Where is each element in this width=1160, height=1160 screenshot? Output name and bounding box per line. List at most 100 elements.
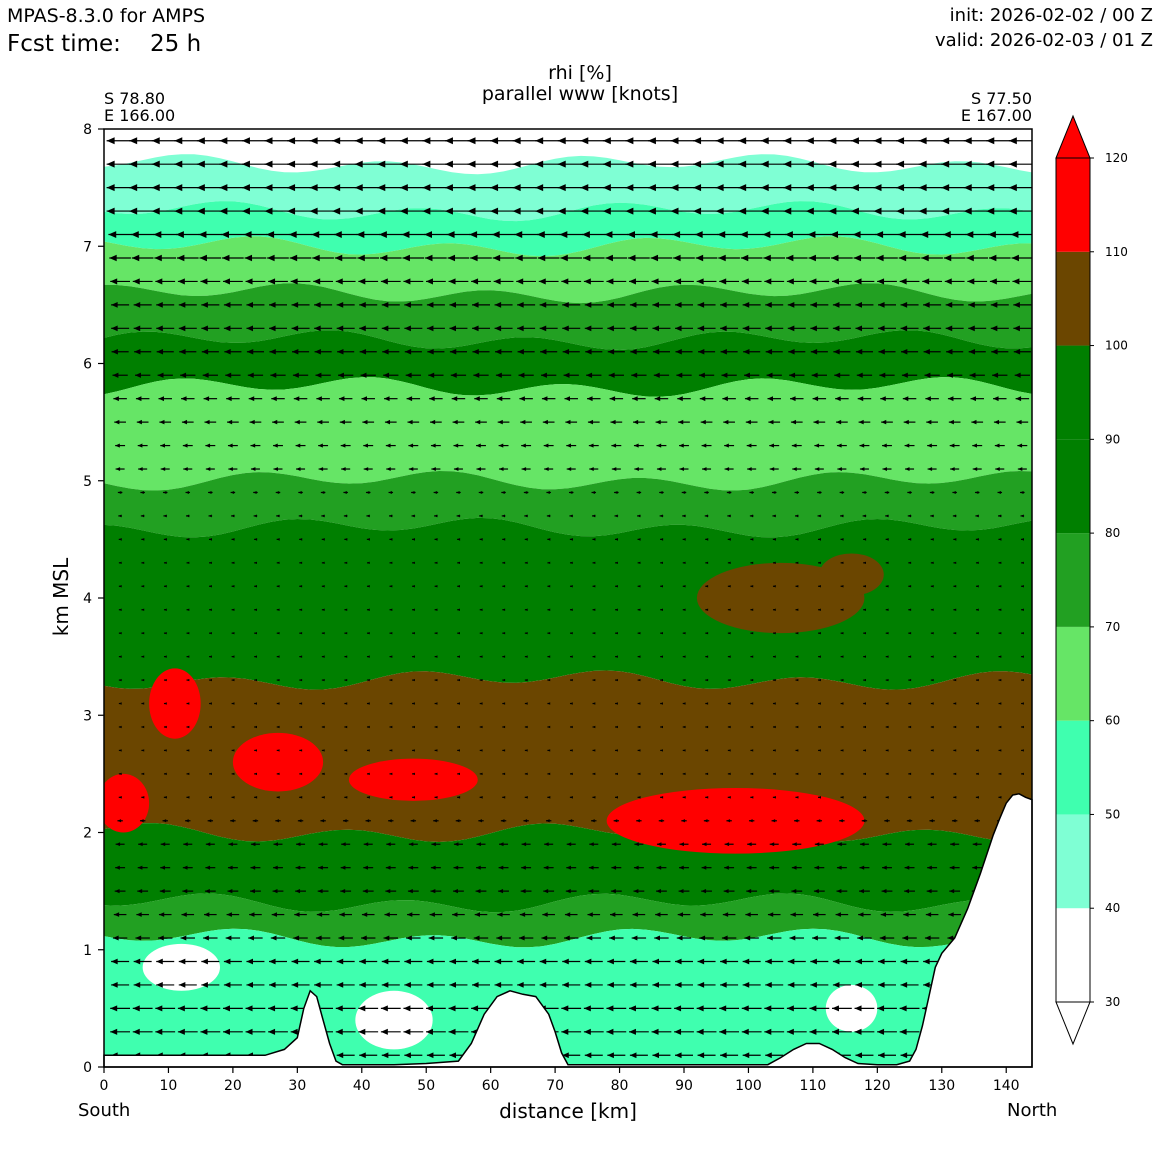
wind-vector [186, 749, 190, 752]
wind-vector [426, 302, 445, 308]
wind-vector [389, 796, 393, 799]
wind-vector [771, 819, 777, 823]
wind-vector [726, 490, 732, 494]
wind-vector [404, 1052, 423, 1059]
wind-vector [399, 137, 427, 145]
wind-vector [1010, 231, 1032, 238]
wind-vector [592, 725, 596, 729]
wind-vector [359, 958, 378, 965]
wind-vector [114, 888, 126, 894]
wind-vector [945, 302, 964, 308]
wind-vector [318, 842, 328, 847]
wind-vector [587, 419, 600, 425]
wind-vector [772, 796, 776, 799]
wind-vector [457, 678, 461, 682]
wind-vector [444, 160, 472, 168]
wind-vector [130, 231, 155, 238]
wind-vector [140, 490, 145, 494]
wind-vector [254, 772, 258, 776]
wind-vector [404, 325, 423, 332]
wind-vector [366, 772, 370, 776]
wind-vector [990, 302, 1009, 308]
wind-vector [832, 302, 851, 308]
wind-vector [670, 207, 698, 215]
wind-vector [314, 982, 333, 988]
wind-vector [702, 467, 712, 471]
wind-vector [566, 467, 576, 471]
wind-vector [299, 772, 303, 776]
wind-vector [738, 184, 766, 192]
wind-vector [381, 1052, 400, 1059]
wind-vector [805, 160, 833, 168]
wind-vector [682, 725, 686, 729]
wind-vector [137, 865, 148, 870]
wind-vector [384, 912, 398, 917]
wind-vector [338, 935, 353, 941]
wind-vector [835, 912, 849, 917]
wind-vector [479, 655, 483, 658]
wind-vector [787, 982, 806, 988]
wind-vector [647, 207, 675, 215]
wind-vector [975, 561, 979, 565]
wind-vector [186, 772, 190, 776]
wind-vector [411, 796, 416, 799]
wind-vector [479, 678, 483, 682]
wind-vector [660, 631, 664, 635]
wind-vector [588, 865, 599, 870]
wind-vector [156, 958, 175, 965]
wind-vector [138, 842, 148, 847]
wind-vector [610, 912, 623, 917]
wind-vector [921, 254, 943, 262]
wind-vector [542, 912, 555, 917]
wind-vector [519, 912, 533, 917]
wind-vector [412, 561, 415, 565]
wind-vector [637, 514, 641, 518]
wind-vector [202, 372, 218, 378]
wind-vector [660, 538, 664, 541]
wind-vector [250, 888, 261, 894]
wind-vector [338, 372, 354, 378]
wind-vector [834, 935, 850, 941]
wind-vector [727, 631, 731, 635]
wind-vector [354, 160, 382, 168]
wind-vector [830, 231, 854, 238]
wind-vector [136, 419, 149, 425]
wind-vector [741, 1005, 762, 1012]
wind-vector [682, 631, 686, 635]
wind-vector [953, 749, 957, 752]
wind-vector [479, 725, 483, 729]
wind-vector [497, 419, 510, 425]
wind-vector [181, 396, 195, 402]
wind-vector [137, 443, 148, 448]
wind-vector [952, 514, 957, 518]
wind-vector [900, 958, 919, 965]
wind-vector [292, 348, 310, 355]
wind-vector [615, 561, 618, 565]
wind-vector [702, 842, 712, 847]
wind-vector [836, 443, 847, 448]
wind-vector [408, 865, 419, 870]
wind-vector [908, 796, 912, 799]
wind-vector [923, 302, 942, 308]
wind-vector [679, 467, 689, 471]
wind-vector [682, 561, 686, 565]
wind-vector [615, 655, 618, 658]
wind-vector [975, 585, 979, 588]
wind-vector [927, 443, 938, 448]
wind-vector [535, 207, 563, 215]
wind-vector [750, 585, 754, 588]
wind-vector [335, 1028, 356, 1035]
wind-vector [858, 912, 871, 917]
wind-vector [904, 443, 915, 448]
wind-vector [924, 935, 940, 941]
wind-vector [719, 1028, 740, 1035]
wind-vector [290, 278, 311, 285]
wind-vector [818, 678, 821, 682]
wind-vector [430, 443, 441, 448]
wind-vector [885, 678, 889, 682]
wind-vector [693, 160, 721, 168]
rhi-band-lightgreen [104, 236, 1032, 304]
wind-vector [899, 1028, 920, 1035]
wind-vector [316, 396, 330, 402]
wind-vector [760, 160, 788, 168]
